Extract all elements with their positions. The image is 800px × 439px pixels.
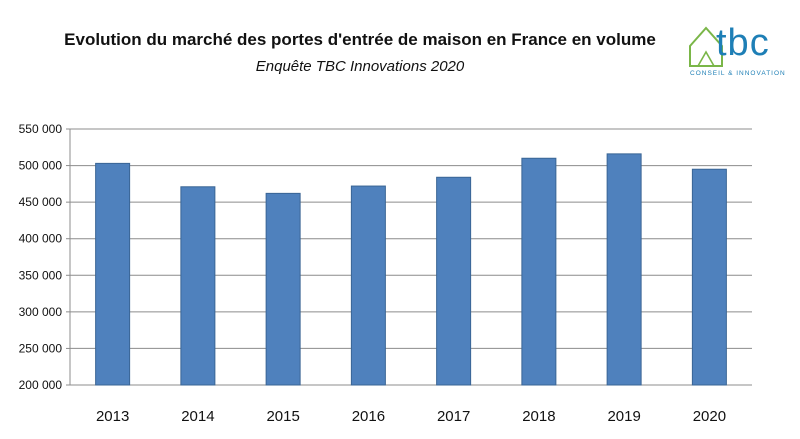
x-tick-label: 2014 xyxy=(181,408,214,425)
y-tick-label: 350 000 xyxy=(19,268,63,282)
logo-tagline: CONSEIL & INNOVATION xyxy=(690,70,786,77)
x-tick-label: 2016 xyxy=(352,408,385,425)
x-tick-label: 2019 xyxy=(607,408,640,425)
bar xyxy=(606,153,642,386)
x-tick-label: 2018 xyxy=(522,408,555,425)
x-tick-label: 2013 xyxy=(96,408,129,425)
y-tick-label: 500 000 xyxy=(19,159,63,173)
bar xyxy=(265,192,301,386)
y-tick-label: 300 000 xyxy=(19,305,63,319)
bar xyxy=(180,186,216,386)
y-tick-label: 550 000 xyxy=(19,122,63,136)
x-tick-label: 2017 xyxy=(437,408,470,425)
bar xyxy=(521,157,557,386)
y-tick-label: 400 000 xyxy=(19,232,63,246)
bar xyxy=(436,176,472,386)
y-tick-label: 450 000 xyxy=(19,195,63,209)
tbc-logo: tbc CONSEIL & INNOVATION xyxy=(686,22,796,80)
bar xyxy=(691,168,727,386)
logo-text: tbc xyxy=(716,22,770,64)
x-tick-label: 2020 xyxy=(693,408,726,425)
chart-subtitle: Enquête TBC Innovations 2020 xyxy=(255,58,465,75)
bar xyxy=(350,185,386,386)
y-tick-label: 250 000 xyxy=(19,341,63,355)
chart-title: Evolution du marché des portes d'entrée … xyxy=(64,30,656,49)
y-tick-label: 200 000 xyxy=(19,378,63,392)
x-tick-label: 2015 xyxy=(266,408,299,425)
house-icon xyxy=(689,26,723,67)
bar xyxy=(95,162,131,386)
